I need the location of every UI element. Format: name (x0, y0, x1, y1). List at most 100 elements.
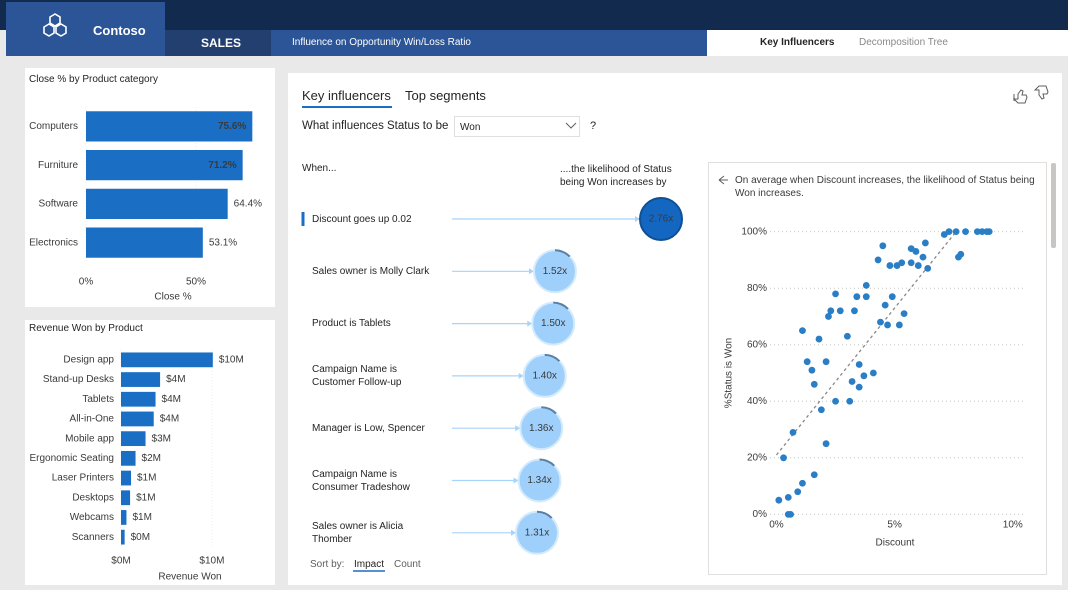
scatter-point (825, 313, 832, 320)
bar (121, 372, 161, 387)
x-tick-label: 0% (79, 277, 94, 288)
data-label: $4M (160, 414, 179, 425)
scatter-point (860, 372, 868, 380)
bubble-arc (544, 353, 561, 362)
title-block (271, 30, 707, 56)
bubble-label: 1.50x (541, 318, 565, 329)
dropdown[interactable] (454, 116, 580, 137)
scatter-point (810, 380, 818, 388)
scatter-point (869, 369, 877, 377)
sort-option[interactable]: Impact (354, 559, 385, 570)
sort-option[interactable]: Count (394, 559, 421, 570)
brand: Contoso (93, 23, 146, 38)
y-tick-label: 60% (747, 339, 767, 350)
scatter-point (827, 307, 835, 315)
scatter-point (924, 265, 932, 272)
x-tick-label: 50% (186, 277, 206, 288)
scatter-point (952, 228, 960, 236)
factor-label[interactable]: Product is Tablets (312, 318, 391, 330)
section: SALES (201, 36, 242, 50)
data-label: $1M (132, 512, 151, 523)
influence-bubble[interactable] (639, 197, 683, 241)
scatter-point (853, 293, 861, 301)
y-tick-label: 40% (747, 396, 767, 407)
influence-bubble[interactable] (532, 249, 577, 294)
factor-label[interactable]: Campaign Name is Customer Follow-up (312, 363, 402, 388)
factor-label[interactable]: Sales owner is Molly Clark (312, 265, 430, 277)
arrow-head (528, 268, 534, 275)
scatter-point (877, 318, 884, 326)
arrow-head (518, 372, 524, 379)
scatter-point (888, 293, 896, 301)
x-tick-label: $10M (199, 556, 224, 567)
scatter-point (962, 228, 969, 236)
scatter-point (973, 228, 981, 236)
detail-text: On average when Discount increases, the … (735, 175, 1035, 199)
x-tick-label: 0% (769, 520, 784, 531)
data-label: $2M (142, 453, 161, 464)
factor-label[interactable]: Sales owner is Alicia Thomber (312, 520, 404, 545)
bubble-arc (554, 249, 571, 258)
tab[interactable]: Top segments (405, 88, 486, 103)
scatter-point (855, 383, 863, 391)
y-tick-label: Laser Printers (52, 473, 114, 484)
scatter-point (822, 358, 830, 366)
scatter-point (815, 335, 823, 343)
data-label: $10M (219, 354, 244, 365)
panel (25, 68, 275, 307)
scatter-point (832, 290, 839, 298)
bubble-label: 1.31x (525, 527, 549, 538)
data-label: $1M (137, 473, 156, 484)
scatter-point (810, 471, 818, 479)
logo (43, 13, 67, 37)
back-arrow[interactable] (718, 175, 728, 185)
x-tick-label: $0M (111, 556, 130, 567)
scatter-point (907, 259, 915, 267)
bubble-label: 1.36x (529, 423, 553, 434)
bar (86, 188, 228, 219)
scatter-point (822, 440, 830, 448)
factor-label[interactable]: Discount goes up 0.02 (312, 213, 412, 225)
tab[interactable]: Decomposition Tree (859, 37, 948, 48)
y-tick-label: Stand-up Desks (43, 374, 114, 385)
axis-title: Close % (154, 292, 191, 303)
scatter-point (881, 301, 889, 309)
section-block (165, 30, 271, 56)
brand-block (6, 2, 165, 56)
scatter-point (895, 321, 903, 329)
thumbs-down[interactable] (1033, 85, 1049, 100)
y-tick-label: Webcams (70, 512, 114, 523)
arrow-head (515, 425, 521, 432)
thumbs-up[interactable] (1012, 89, 1028, 104)
help[interactable]: ? (590, 120, 597, 132)
scatter-point (914, 262, 922, 269)
dropdown-value[interactable]: Won (460, 122, 481, 133)
axis-title: %Status is Won (724, 338, 735, 408)
y-tick-label: Design app (63, 354, 114, 365)
bar (121, 490, 131, 506)
scatter-point (817, 406, 825, 414)
data-label: 53.1% (209, 237, 237, 248)
scatter-point (879, 242, 887, 250)
factor-label[interactable]: Manager is Low, Spencer (312, 422, 425, 434)
data-label: 64.4% (234, 199, 262, 210)
bubble-label: 1.40x (532, 371, 556, 382)
data-label: 75.6% (218, 121, 246, 132)
bubble-arc (553, 301, 569, 310)
scatter-point (784, 510, 792, 518)
dropdown-arrow[interactable] (565, 122, 577, 129)
bar (121, 391, 156, 407)
y-tick-label: 80% (747, 283, 767, 294)
y-tick-label: Ergonomic Seating (30, 453, 115, 464)
bar (86, 150, 243, 181)
factor-label[interactable]: Campaign Name is Consumer Tradeshow (312, 468, 410, 493)
bar (86, 227, 203, 258)
scatter-point (843, 332, 851, 340)
tab[interactable]: Key Influencers (760, 37, 835, 48)
data-label: $0M (131, 532, 150, 543)
tab[interactable]: Key influencers (302, 88, 391, 103)
scatter-point (900, 310, 908, 318)
arrow-head (635, 216, 640, 222)
y-tick-label: Furniture (38, 160, 78, 171)
